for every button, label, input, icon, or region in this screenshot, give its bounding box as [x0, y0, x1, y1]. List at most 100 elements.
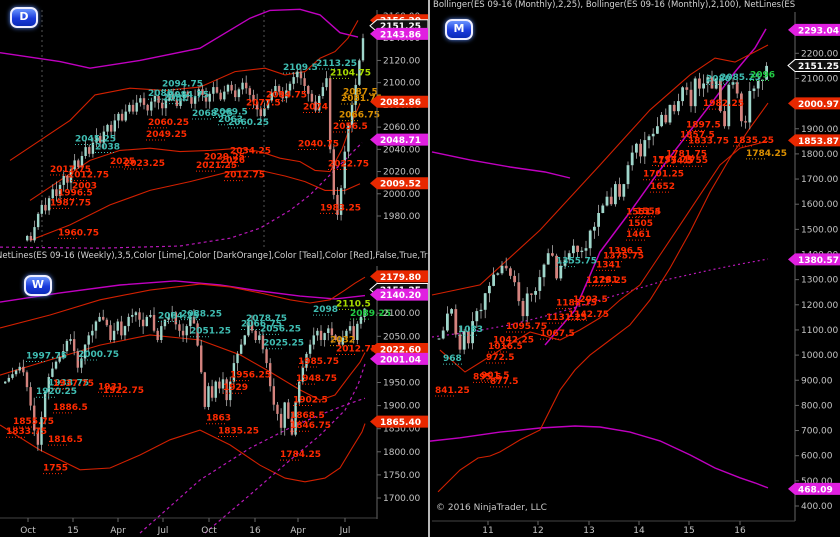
- svg-text:2084.75: 2084.75: [266, 91, 307, 101]
- svg-text:468.09: 468.09: [798, 485, 833, 495]
- svg-text:1948.75: 1948.75: [296, 374, 337, 384]
- svg-text:1902.5: 1902.5: [293, 395, 328, 405]
- svg-text:1396.5: 1396.5: [608, 246, 643, 256]
- svg-text:2084.25: 2084.25: [158, 312, 199, 322]
- svg-text:1846.75: 1846.75: [290, 421, 331, 431]
- svg-text:1996.5: 1996.5: [58, 189, 93, 199]
- svg-text:600.00: 600.00: [801, 452, 833, 462]
- price-axis[interactable]: 2300.002200.002100.002000.001900.001800.…: [787, 12, 840, 521]
- svg-text:1937.75: 1937.75: [53, 379, 94, 389]
- svg-text:2029.25: 2029.25: [204, 152, 245, 162]
- svg-text:1755: 1755: [43, 464, 68, 474]
- svg-text:2082: 2082: [163, 94, 188, 104]
- monthly-panel-title: Bollinger(ES 09-16 (Monthly),2,25), Boll…: [433, 0, 795, 10]
- svg-text:2050.00: 2050.00: [383, 332, 420, 342]
- svg-text:2293.04: 2293.04: [798, 26, 839, 36]
- svg-text:2110.5: 2110.5: [336, 299, 371, 309]
- svg-text:1938.75: 1938.75: [48, 379, 89, 389]
- panel-divider[interactable]: [428, 0, 430, 537]
- svg-text:1500.00: 1500.00: [801, 225, 838, 235]
- svg-text:2077.5: 2077.5: [246, 99, 281, 109]
- svg-text:2012.75: 2012.75: [68, 171, 109, 181]
- svg-text:2051.25: 2051.25: [190, 327, 231, 337]
- svg-text:1505: 1505: [628, 219, 653, 229]
- svg-text:1900.00: 1900.00: [383, 402, 420, 412]
- daily-panel-badge[interactable]: D: [10, 7, 38, 28]
- svg-text:1083: 1083: [458, 325, 483, 335]
- svg-text:1100.00: 1100.00: [801, 326, 838, 336]
- price-tag-2048.71: 2048.71: [370, 133, 428, 146]
- svg-text:2085.25: 2085.25: [720, 73, 761, 83]
- svg-text:2025: 2025: [110, 157, 135, 167]
- svg-text:2040.00: 2040.00: [383, 145, 420, 155]
- price-axis[interactable]: 2160.002140.002120.002100.002080.002060.…: [369, 10, 429, 251]
- svg-text:1341: 1341: [596, 260, 621, 270]
- svg-text:2084.75: 2084.75: [168, 91, 209, 101]
- svg-text:1784.25: 1784.25: [746, 149, 787, 159]
- time-axis[interactable]: 11 12 13 14 15 16: [432, 520, 795, 536]
- monthly-panel-badge[interactable]: M: [445, 19, 473, 40]
- svg-text:2060.00: 2060.00: [383, 123, 420, 133]
- svg-text:877.5: 877.5: [490, 377, 518, 387]
- svg-text:2056.25: 2056.25: [260, 324, 301, 334]
- svg-text:2045.25: 2045.25: [75, 135, 116, 145]
- svg-text:2151.25: 2151.25: [798, 62, 839, 72]
- price-tag-1865.40: 1865.40: [370, 415, 428, 428]
- svg-text:1800.00: 1800.00: [383, 448, 420, 458]
- svg-text:14: 14: [633, 526, 645, 536]
- svg-text:968: 968: [443, 354, 462, 364]
- svg-text:1960.75: 1960.75: [58, 228, 99, 238]
- svg-text:2086: 2086: [148, 89, 173, 99]
- svg-text:1950.00: 1950.00: [383, 379, 420, 389]
- svg-text:1000.00: 1000.00: [801, 351, 838, 361]
- svg-text:1983.25: 1983.25: [320, 203, 361, 213]
- price-tag-2022.60: 2022.60: [370, 342, 428, 355]
- price-tag-2000.97: 2000.97: [788, 97, 840, 110]
- svg-text:1203.5: 1203.5: [573, 295, 608, 305]
- price-tag-2001.04: 2001.04: [370, 352, 428, 365]
- svg-text:1835.25: 1835.25: [218, 427, 259, 437]
- svg-text:2078.75: 2078.75: [246, 314, 287, 324]
- svg-text:1095.75: 1095.75: [506, 322, 547, 332]
- svg-text:1755: 1755: [683, 156, 708, 166]
- svg-text:16: 16: [249, 526, 261, 536]
- svg-text:1850.00: 1850.00: [383, 425, 420, 435]
- svg-text:1750.00: 1750.00: [383, 471, 420, 481]
- svg-text:1868.5: 1868.5: [290, 411, 325, 421]
- svg-text:1754.5: 1754.5: [658, 156, 693, 166]
- svg-text:1800.00: 1800.00: [801, 150, 838, 160]
- svg-text:800.00: 800.00: [801, 401, 833, 411]
- price-tag-2293.04: 2293.04: [788, 23, 840, 36]
- svg-text:15: 15: [67, 526, 78, 536]
- svg-text:1600.00: 1600.00: [801, 200, 838, 210]
- svg-text:2104.75: 2104.75: [330, 68, 371, 78]
- svg-text:2100.00: 2100.00: [383, 79, 420, 89]
- svg-text:1929: 1929: [223, 383, 248, 393]
- time-axis[interactable]: Oct 15 Apr Jul Oct 16 Apr Jul: [0, 517, 377, 536]
- candlesticks: [26, 33, 365, 243]
- candlesticks: [4, 305, 366, 452]
- weekly-panel-badge[interactable]: W: [24, 275, 52, 296]
- svg-text:1757.75: 1757.75: [652, 156, 693, 166]
- svg-text:2069.5: 2069.5: [213, 108, 248, 118]
- svg-text:2020.00: 2020.00: [383, 168, 420, 178]
- svg-text:2143.86: 2143.86: [380, 30, 421, 40]
- svg-text:2001.04: 2001.04: [380, 355, 421, 365]
- svg-text:1701.25: 1701.25: [643, 170, 684, 180]
- svg-text:2098: 2098: [313, 305, 338, 315]
- price-axis[interactable]: 2150.002100.002050.002000.001950.001900.…: [369, 266, 429, 519]
- svg-text:1853.87: 1853.87: [798, 137, 839, 147]
- svg-text:2021.25: 2021.25: [196, 161, 237, 171]
- svg-text:2040.75: 2040.75: [298, 140, 339, 150]
- svg-text:2066.75: 2066.75: [339, 111, 380, 121]
- svg-text:901.5: 901.5: [481, 371, 509, 381]
- svg-text:2000.00: 2000.00: [383, 190, 420, 200]
- svg-text:1781.75: 1781.75: [666, 150, 707, 160]
- daily-chart-canvas[interactable]: 20862094.752084.7520822068.252069.520632…: [0, 0, 430, 252]
- svg-text:1188.75: 1188.75: [556, 299, 597, 309]
- svg-text:2060.25: 2060.25: [228, 118, 269, 128]
